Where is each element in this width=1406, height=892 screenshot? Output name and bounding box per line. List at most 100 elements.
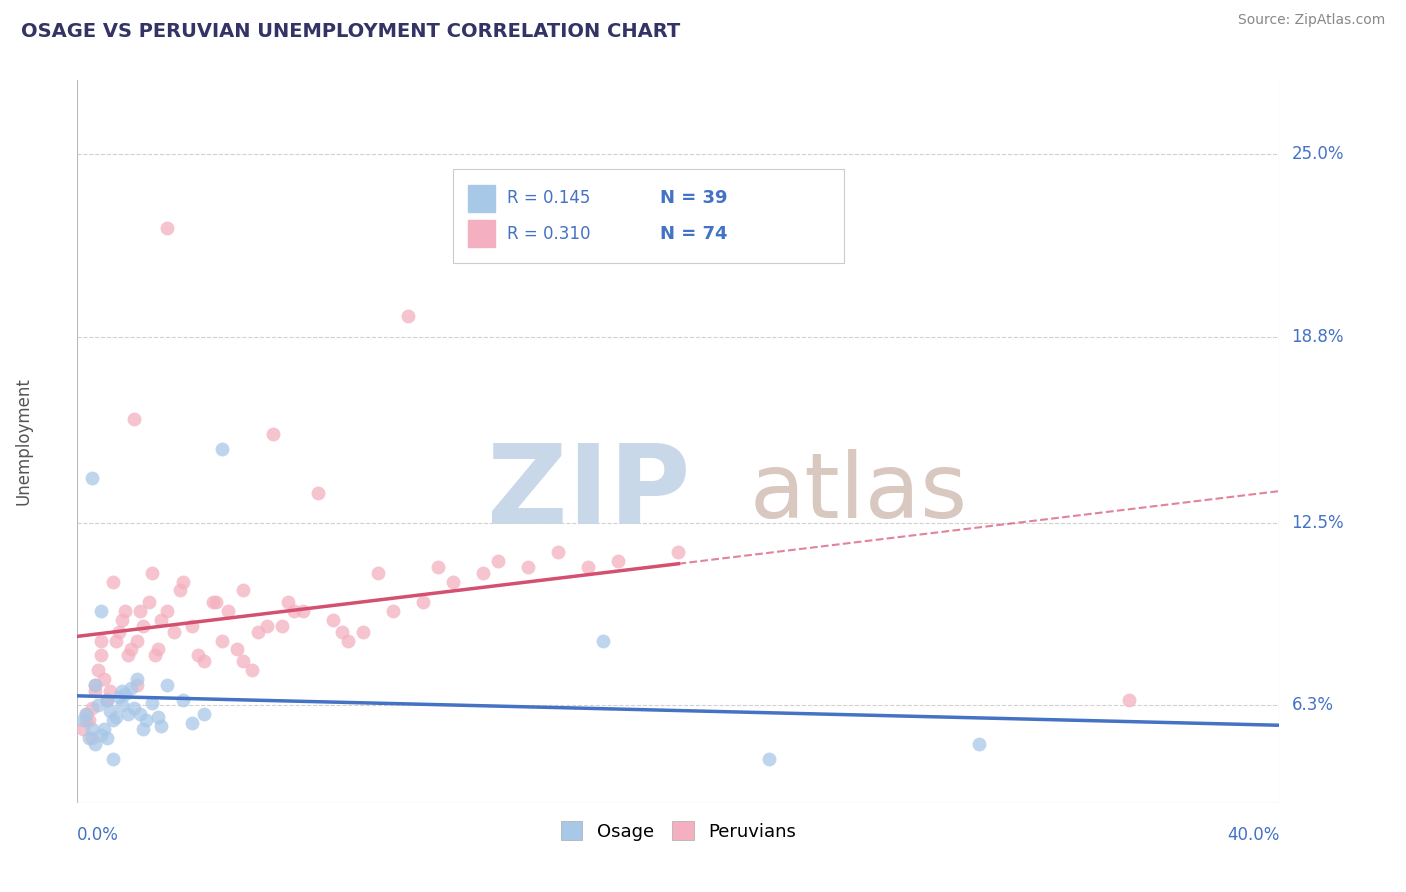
- Text: N = 74: N = 74: [661, 225, 728, 243]
- Point: [193, 654, 215, 668]
- Point: [96, 692, 118, 706]
- Point: [172, 574, 194, 589]
- Point: [472, 566, 495, 580]
- Point: [132, 722, 155, 736]
- Point: [291, 604, 314, 618]
- Point: [225, 642, 247, 657]
- Point: [105, 710, 128, 724]
- Text: 25.0%: 25.0%: [1292, 145, 1344, 163]
- Point: [169, 583, 191, 598]
- Text: 12.5%: 12.5%: [1292, 514, 1344, 532]
- Point: [150, 613, 173, 627]
- Point: [82, 471, 104, 485]
- Bar: [468, 185, 495, 211]
- Text: Unemployment: Unemployment: [14, 377, 32, 506]
- Point: [117, 707, 139, 722]
- Point: [135, 713, 157, 727]
- Point: [193, 707, 215, 722]
- Text: N = 39: N = 39: [661, 189, 728, 207]
- Point: [132, 619, 155, 633]
- Point: [93, 672, 115, 686]
- Point: [758, 751, 780, 765]
- Point: [87, 698, 110, 713]
- Point: [336, 633, 359, 648]
- Point: [87, 663, 110, 677]
- Point: [84, 683, 107, 698]
- Text: R = 0.310: R = 0.310: [508, 225, 591, 243]
- Point: [90, 728, 112, 742]
- Point: [100, 705, 122, 719]
- Text: Source: ZipAtlas.com: Source: ZipAtlas.com: [1237, 13, 1385, 28]
- Point: [82, 722, 104, 736]
- Point: [103, 574, 125, 589]
- Text: 6.3%: 6.3%: [1292, 697, 1333, 714]
- Point: [486, 554, 509, 568]
- Point: [100, 683, 122, 698]
- Point: [240, 663, 263, 677]
- Point: [967, 737, 990, 751]
- Point: [111, 698, 134, 713]
- Point: [270, 619, 292, 633]
- Point: [108, 690, 131, 704]
- Point: [330, 624, 353, 639]
- Point: [441, 574, 464, 589]
- Point: [232, 654, 254, 668]
- Point: [111, 613, 134, 627]
- Point: [576, 560, 599, 574]
- Point: [96, 692, 118, 706]
- Point: [262, 427, 284, 442]
- Text: 40.0%: 40.0%: [1227, 826, 1279, 845]
- Point: [141, 566, 163, 580]
- Point: [96, 731, 118, 745]
- Point: [396, 309, 419, 323]
- Point: [547, 545, 569, 559]
- Point: [322, 613, 344, 627]
- Point: [427, 560, 450, 574]
- Bar: [453, 169, 844, 263]
- Text: OSAGE VS PERUVIAN UNEMPLOYMENT CORRELATION CHART: OSAGE VS PERUVIAN UNEMPLOYMENT CORRELATI…: [21, 22, 681, 41]
- Point: [607, 554, 630, 568]
- Point: [84, 737, 107, 751]
- Point: [204, 595, 226, 609]
- Point: [79, 713, 101, 727]
- Point: [90, 648, 112, 663]
- Point: [256, 619, 278, 633]
- Point: [117, 648, 139, 663]
- Point: [283, 604, 305, 618]
- Text: R = 0.145: R = 0.145: [508, 189, 591, 207]
- Point: [145, 648, 167, 663]
- Point: [148, 710, 170, 724]
- Point: [1118, 692, 1140, 706]
- Point: [75, 713, 97, 727]
- Point: [127, 633, 149, 648]
- Point: [124, 412, 146, 426]
- Point: [381, 604, 404, 618]
- Point: [517, 560, 540, 574]
- Point: [82, 701, 104, 715]
- Point: [592, 633, 614, 648]
- Point: [211, 633, 233, 648]
- Point: [75, 707, 97, 722]
- Point: [277, 595, 299, 609]
- Point: [75, 707, 97, 722]
- Point: [156, 678, 179, 692]
- Point: [186, 648, 209, 663]
- Point: [82, 731, 104, 745]
- Point: [156, 604, 179, 618]
- Point: [201, 595, 224, 609]
- Point: [79, 731, 101, 745]
- Point: [108, 624, 131, 639]
- Point: [156, 220, 179, 235]
- Point: [138, 595, 160, 609]
- Point: [124, 701, 146, 715]
- Point: [129, 604, 152, 618]
- Point: [141, 696, 163, 710]
- Point: [180, 619, 202, 633]
- Point: [246, 624, 269, 639]
- Point: [120, 681, 142, 695]
- Bar: [468, 220, 495, 247]
- Point: [367, 566, 389, 580]
- Point: [103, 713, 125, 727]
- Point: [127, 672, 149, 686]
- Point: [150, 719, 173, 733]
